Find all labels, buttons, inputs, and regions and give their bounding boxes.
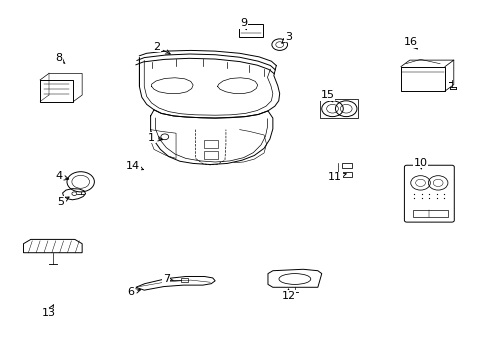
Text: 14: 14 [126,161,143,171]
Text: 6: 6 [127,287,141,297]
Text: 7: 7 [163,274,173,284]
Text: 13: 13 [42,305,56,318]
Text: 15: 15 [320,90,334,102]
Text: 10: 10 [413,158,427,169]
Text: 4: 4 [55,171,69,181]
Text: 12: 12 [281,289,295,301]
Text: 3: 3 [281,32,291,43]
Text: 2: 2 [153,42,170,54]
Text: 9: 9 [240,18,246,30]
Text: 8: 8 [55,53,65,63]
Text: 16: 16 [403,37,417,49]
Text: 1: 1 [148,132,162,143]
Text: 5: 5 [58,197,69,207]
Text: 11: 11 [327,172,346,182]
